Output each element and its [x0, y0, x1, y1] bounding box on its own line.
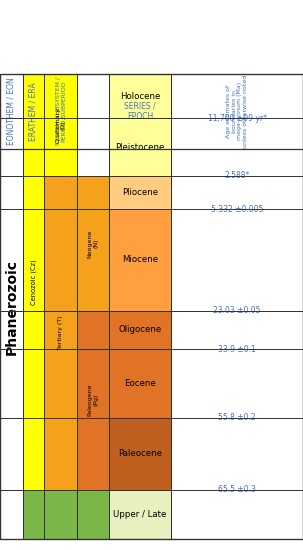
Text: Paleocene: Paleocene — [118, 449, 162, 458]
Bar — [0, 74, 23, 148]
Bar — [109, 176, 171, 209]
Bar — [0, 74, 303, 539]
Text: SERIES /
EPOCH: SERIES / EPOCH — [124, 102, 156, 121]
Text: 11,700 ±99 yr*: 11,700 ±99 yr* — [208, 114, 267, 123]
Text: SYSTEM,SUBSYSTEM /
PERIOD,SUBPERIOD: SYSTEM,SUBSYSTEM / PERIOD,SUBPERIOD — [55, 78, 66, 145]
Text: Upper / Late: Upper / Late — [113, 510, 167, 519]
Bar — [44, 74, 77, 176]
Text: Neogene
(N): Neogene (N) — [88, 229, 98, 257]
Text: 65.5 ±0.3: 65.5 ±0.3 — [218, 485, 256, 494]
Text: 33.9 ±0.1: 33.9 ±0.1 — [218, 345, 256, 354]
Bar — [109, 74, 171, 148]
Bar — [109, 418, 171, 490]
Bar — [77, 311, 109, 490]
Bar — [109, 74, 171, 118]
Text: Pliocene: Pliocene — [122, 188, 158, 197]
Text: Holocene: Holocene — [120, 92, 160, 101]
Text: 23.03 ±0.05: 23.03 ±0.05 — [213, 306, 261, 315]
Text: Miocene: Miocene — [122, 255, 158, 265]
Bar — [77, 74, 109, 148]
Bar — [23, 74, 44, 148]
Text: Eocene: Eocene — [124, 379, 156, 388]
Text: Phanerozoic: Phanerozoic — [4, 258, 18, 355]
Text: Pleistocene: Pleistocene — [115, 142, 165, 152]
Bar — [171, 74, 303, 539]
Bar — [109, 311, 171, 349]
Bar — [109, 118, 171, 176]
Text: Age estimates of
boundaries in
mega-annum (Ma)
unless otherwise noted: Age estimates of boundaries in mega-annu… — [226, 75, 248, 148]
Text: Quaternary
(Q): Quaternary (Q) — [55, 107, 66, 143]
Bar — [109, 209, 171, 311]
Bar — [23, 490, 44, 539]
Bar — [44, 176, 77, 490]
Bar — [171, 74, 303, 148]
Text: Oligocene: Oligocene — [118, 326, 162, 334]
Text: EONOTHEM / EON: EONOTHEM / EON — [7, 78, 16, 145]
Bar — [0, 74, 23, 539]
Bar — [44, 74, 77, 148]
Text: Cenozoic (Cz): Cenozoic (Cz) — [30, 259, 37, 305]
Text: ERATHEM / ERA: ERATHEM / ERA — [29, 82, 38, 141]
Text: 2.588*: 2.588* — [225, 172, 250, 180]
Text: Tertiary (T): Tertiary (T) — [58, 316, 63, 350]
Bar — [44, 490, 77, 539]
Bar — [109, 490, 171, 539]
Text: Paleogene
(Pg): Paleogene (Pg) — [88, 384, 98, 416]
Text: 55.8 ±0.2: 55.8 ±0.2 — [218, 414, 256, 422]
Bar — [109, 349, 171, 418]
Text: 5.332 ±0.005: 5.332 ±0.005 — [211, 205, 263, 213]
Bar — [77, 176, 109, 311]
Bar — [77, 490, 109, 539]
Bar — [23, 74, 44, 490]
